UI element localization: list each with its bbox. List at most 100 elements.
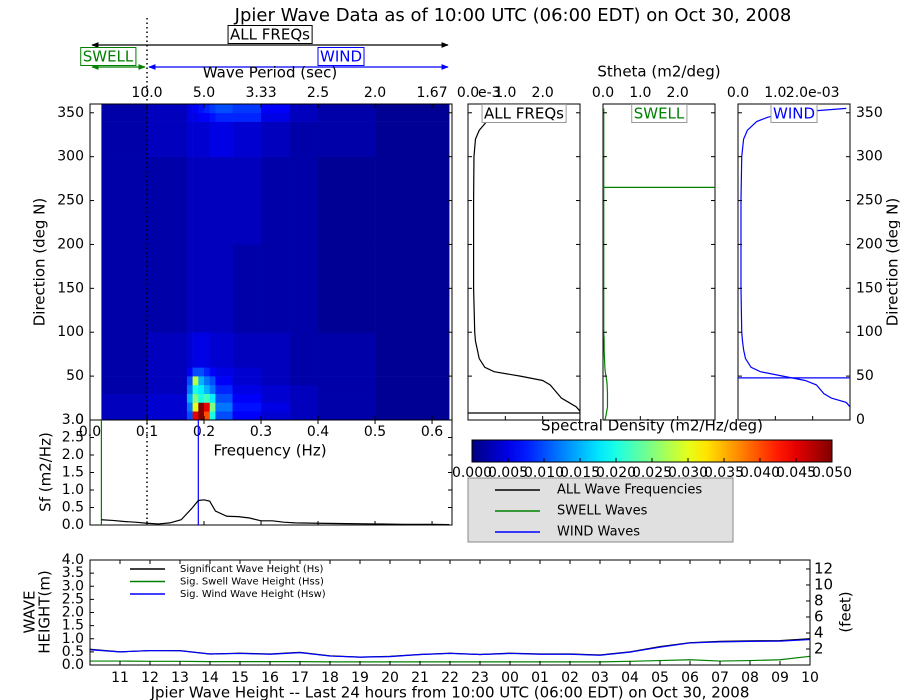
panel-title: ALL FREQs — [484, 105, 564, 123]
y-tick-label: 2.5 — [62, 430, 84, 446]
legend-label: Sig. Wind Wave Height (Hsw) — [180, 589, 326, 600]
heat-cell — [101, 112, 148, 122]
heat-cell — [261, 376, 290, 386]
y-tick-label: 0.5 — [62, 500, 84, 516]
heat-cell — [289, 244, 319, 333]
y2-tick-label: 8 — [814, 591, 824, 609]
heat-cell — [318, 367, 376, 377]
heat-cell — [215, 367, 233, 377]
heat-cell — [204, 121, 211, 157]
heat-cell — [204, 332, 211, 368]
heat-cell — [192, 121, 199, 157]
chart-title: Jpier Wave Height -- Last 24 hours from … — [150, 684, 750, 700]
heat-cell — [147, 376, 188, 386]
x-tick-label: 22 — [441, 670, 459, 686]
heat-cell — [101, 244, 148, 333]
x-tick-label: 0.3 — [250, 424, 272, 440]
heat-cell — [232, 411, 262, 421]
heat-cell — [198, 376, 205, 386]
y-tick-label: 200 — [856, 236, 883, 252]
heat-cell — [215, 104, 233, 114]
swell-label: SWELL — [83, 48, 134, 66]
y-axis-label: Direction (deg N) — [31, 198, 49, 327]
heat-cell — [204, 156, 211, 245]
heat-cell — [289, 112, 319, 122]
all-freq-label: ALL FREQs — [230, 26, 310, 44]
y-tick-label: 0 — [856, 412, 865, 428]
spectrum-line — [101, 499, 450, 526]
heat-cell — [215, 112, 233, 122]
y-axis-label: Direction (deg N) — [884, 198, 900, 327]
heat-cell — [198, 121, 205, 157]
heat-cell — [192, 112, 199, 122]
heat-cell — [198, 112, 205, 122]
x-tick-label: 17 — [291, 670, 309, 686]
figure-title: Jpier Wave Data as of 10:00 UTC (06:00 E… — [234, 5, 792, 26]
heat-cell — [289, 402, 319, 412]
heat-cell — [192, 332, 199, 368]
heat-cell — [198, 244, 205, 333]
heat-cell — [186, 402, 193, 412]
heat-cell — [209, 411, 216, 421]
x-tick-label: 04 — [621, 670, 639, 686]
heat-cell — [192, 367, 199, 377]
heat-cell — [261, 384, 290, 394]
y-tick-label: 1.5 — [62, 618, 84, 634]
heat-cell — [261, 367, 290, 377]
heat-cell — [101, 121, 148, 157]
x-tick-label: 07 — [711, 670, 729, 686]
y-axis-label: WAVE — [21, 590, 39, 633]
heat-cell — [318, 332, 376, 368]
heat-cell — [192, 156, 199, 245]
x2-tick-label: 1.67 — [416, 85, 447, 101]
x-tick-label: 03 — [591, 670, 609, 686]
x-tick-label: 01 — [531, 670, 549, 686]
x-tick-label: 06 — [681, 670, 699, 686]
heat-cell — [232, 332, 262, 368]
heat-cell — [101, 156, 148, 245]
heat-cell — [101, 367, 148, 377]
heat-cell — [289, 411, 319, 421]
heat-cell — [232, 112, 262, 122]
colorbar-label: Spectral Density (m2/Hz/deg) — [541, 417, 763, 435]
heat-cell — [147, 104, 188, 114]
legend-label: Significant Wave Height (Hs) — [180, 564, 323, 575]
x2-tick-label: 2.0 — [364, 85, 386, 101]
heat-cell — [261, 121, 290, 157]
heat-cell — [261, 244, 290, 333]
heat-cell — [186, 104, 193, 114]
y2-tick-label: 10 — [814, 575, 833, 593]
y-tick-label: 50 — [856, 368, 874, 384]
heat-cell — [209, 367, 216, 377]
heat-cell — [261, 393, 290, 403]
y-tick-label: 250 — [856, 193, 883, 209]
x-tick-label: 1.0 — [494, 85, 516, 101]
heat-cell — [198, 402, 205, 412]
y-tick-label: 0.0 — [62, 657, 84, 673]
heat-cell — [375, 367, 450, 377]
heat-cell — [147, 244, 188, 333]
y-tick-label: 3.5 — [62, 565, 84, 581]
heat-cell — [261, 112, 290, 122]
heat-cell — [318, 376, 376, 386]
heat-cell — [289, 121, 319, 157]
heat-cell — [192, 393, 199, 403]
heat-cell — [204, 384, 211, 394]
label-box — [770, 104, 818, 123]
heat-cell — [101, 376, 148, 386]
y-tick-label: 0 — [75, 412, 84, 428]
heat-cell — [198, 367, 205, 377]
heat-cell — [215, 402, 233, 412]
heat-cell — [261, 332, 290, 368]
heat-cell — [209, 384, 216, 394]
heat-cell — [318, 411, 376, 421]
heat-cell — [186, 384, 193, 394]
heat-cell — [318, 104, 376, 114]
heat-cell — [318, 112, 376, 122]
x-tick-label: 0.2 — [193, 424, 215, 440]
heat-cell — [101, 411, 148, 421]
heat-cell — [204, 367, 211, 377]
heat-cell — [232, 121, 262, 157]
colorbar-tick-label: 0.035 — [704, 465, 744, 481]
heat-cell — [101, 393, 148, 403]
